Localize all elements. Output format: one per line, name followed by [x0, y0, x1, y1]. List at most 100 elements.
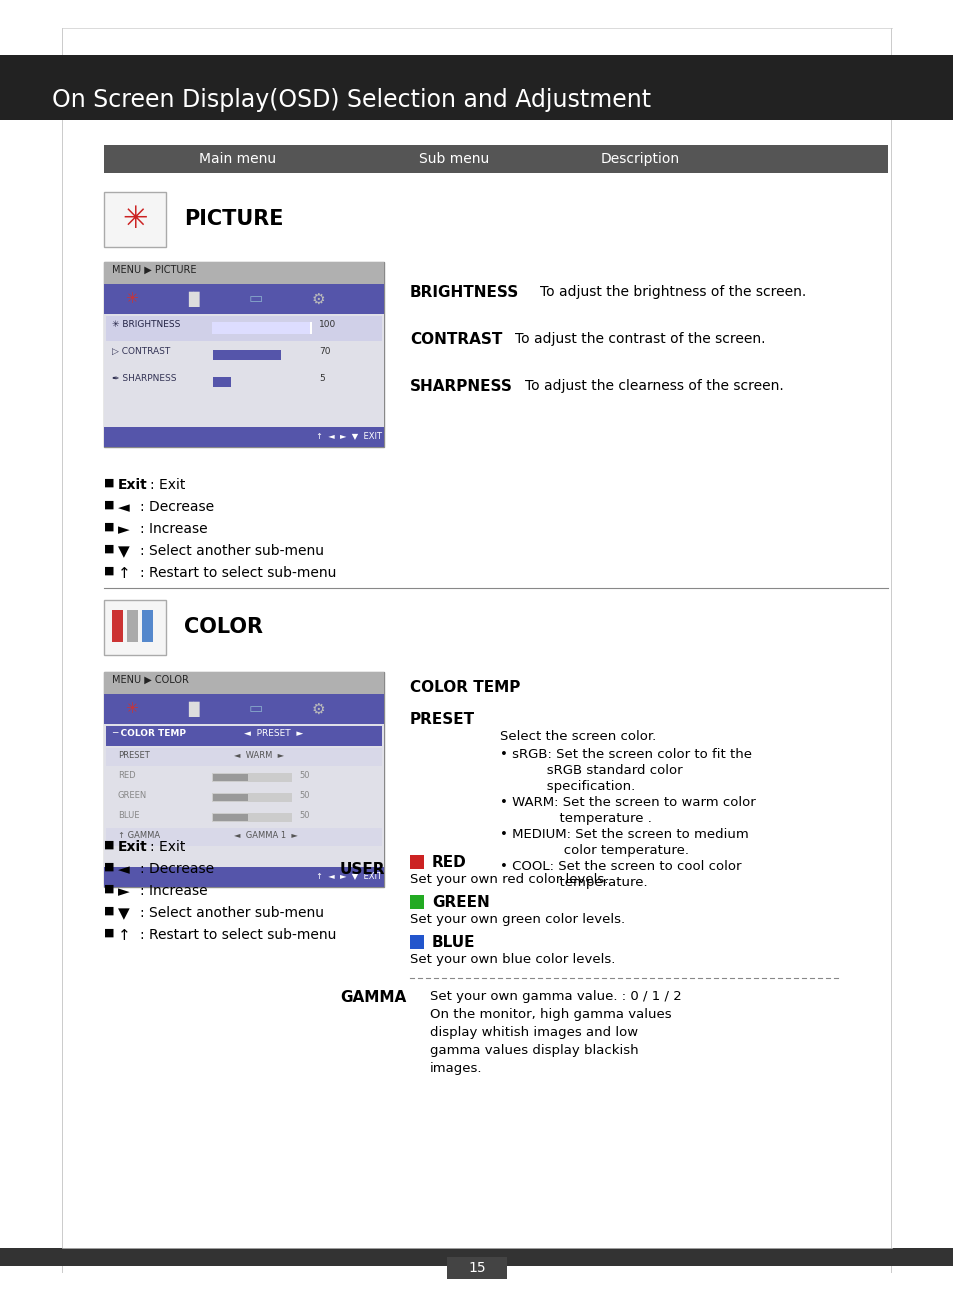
Text: ▼: ▼ — [118, 544, 130, 559]
Text: ↑ GAMMA: ↑ GAMMA — [118, 831, 160, 840]
Bar — [104, 262, 384, 448]
Bar — [213, 774, 248, 780]
Text: BLUE: BLUE — [118, 810, 139, 820]
Bar — [106, 769, 381, 786]
Bar — [213, 793, 248, 801]
Text: temperature .: temperature . — [499, 812, 651, 825]
Text: RED: RED — [118, 771, 135, 780]
Text: 5: 5 — [318, 375, 324, 382]
Bar — [410, 855, 423, 869]
Bar — [212, 376, 312, 388]
Text: MENU ▶ PICTURE: MENU ▶ PICTURE — [112, 265, 196, 275]
Text: ■: ■ — [104, 566, 114, 576]
Text: : Restart to select sub-menu: : Restart to select sub-menu — [140, 566, 336, 579]
Bar — [106, 788, 381, 806]
Text: : Increase: : Increase — [140, 522, 208, 536]
Text: GREEN: GREEN — [432, 895, 489, 910]
Text: GREEN: GREEN — [118, 791, 147, 800]
Text: Select the screen color.: Select the screen color. — [499, 729, 656, 743]
Bar — [104, 724, 384, 867]
Text: Main menu: Main menu — [199, 151, 276, 166]
Text: Exit: Exit — [118, 478, 148, 492]
Text: : Increase: : Increase — [140, 883, 208, 898]
Bar — [212, 322, 310, 334]
Bar — [104, 672, 384, 694]
Text: 100: 100 — [318, 320, 335, 329]
Text: • MEDIUM: Set the screen to medium: • MEDIUM: Set the screen to medium — [499, 827, 748, 840]
Text: color temperature.: color temperature. — [499, 844, 688, 857]
Bar — [104, 427, 384, 448]
Bar — [212, 773, 292, 782]
Text: COLOR: COLOR — [184, 617, 263, 637]
Text: To adjust the contrast of the screen.: To adjust the contrast of the screen. — [515, 331, 764, 346]
Text: gamma values display blackish: gamma values display blackish — [430, 1044, 638, 1057]
Text: display whitish images and low: display whitish images and low — [430, 1026, 638, 1039]
Bar — [62, 27, 63, 1272]
Text: PRESET: PRESET — [118, 750, 150, 760]
Text: ■: ■ — [104, 522, 114, 532]
Text: ■: ■ — [104, 544, 114, 555]
Bar — [447, 1257, 506, 1279]
Text: USER: USER — [339, 863, 385, 877]
Text: To adjust the clearness of the screen.: To adjust the clearness of the screen. — [524, 378, 783, 393]
Text: ◄  GAMMA 1  ►: ◄ GAMMA 1 ► — [233, 831, 297, 840]
Text: Sub menu: Sub menu — [418, 151, 489, 166]
Text: ►: ► — [118, 522, 130, 536]
Text: ↑  ◄  ►  ▼  EXIT: ↑ ◄ ► ▼ EXIT — [315, 870, 381, 880]
Bar — [410, 934, 423, 949]
Text: 15: 15 — [468, 1261, 485, 1275]
Bar — [212, 813, 292, 822]
Text: Set your own green color levels.: Set your own green color levels. — [410, 913, 624, 927]
Text: Set your own red color levels.: Set your own red color levels. — [410, 873, 608, 886]
Bar — [0, 55, 953, 120]
Text: Set your own gamma value. : 0 / 1 / 2: Set your own gamma value. : 0 / 1 / 2 — [430, 990, 681, 1004]
Text: ■: ■ — [104, 906, 114, 916]
Text: ■: ■ — [104, 863, 114, 872]
Text: ✒ SHARPNESS: ✒ SHARPNESS — [112, 375, 176, 382]
Bar — [213, 377, 231, 388]
Bar — [106, 808, 381, 826]
Text: Set your own blue color levels.: Set your own blue color levels. — [410, 953, 615, 966]
Text: BRIGHTNESS: BRIGHTNESS — [410, 284, 518, 300]
Text: sRGB standard color: sRGB standard color — [499, 763, 682, 776]
Bar — [213, 814, 248, 821]
Text: ◄  PRESET  ►: ◄ PRESET ► — [244, 729, 303, 739]
Bar — [112, 609, 123, 642]
Bar — [104, 672, 384, 887]
Text: To adjust the brightness of the screen.: To adjust the brightness of the screen. — [539, 284, 805, 299]
Bar — [106, 827, 381, 846]
Text: : Decrease: : Decrease — [140, 500, 213, 514]
Text: ✳: ✳ — [122, 205, 148, 234]
Text: images.: images. — [430, 1062, 482, 1075]
Text: ■: ■ — [104, 478, 114, 488]
Text: COLOR TEMP: COLOR TEMP — [410, 680, 519, 696]
Bar — [106, 316, 381, 341]
Bar — [0, 1248, 953, 1266]
Bar — [104, 694, 384, 724]
Text: 70: 70 — [318, 347, 330, 356]
Text: ►: ► — [118, 883, 130, 899]
Bar — [104, 600, 166, 655]
Bar — [890, 27, 891, 1272]
Text: 50: 50 — [298, 791, 309, 800]
Bar — [104, 192, 166, 247]
Text: ■: ■ — [104, 928, 114, 938]
Text: • WARM: Set the screen to warm color: • WARM: Set the screen to warm color — [499, 796, 755, 809]
Bar — [106, 371, 381, 395]
Text: ◄: ◄ — [118, 863, 130, 877]
Text: ■: ■ — [104, 500, 114, 510]
Bar — [104, 867, 384, 887]
Text: ▭: ▭ — [249, 702, 263, 716]
Text: ↑  ◄  ►  ▼  EXIT: ↑ ◄ ► ▼ EXIT — [315, 431, 381, 440]
Text: : Decrease: : Decrease — [140, 863, 213, 876]
Text: ✳: ✳ — [126, 702, 138, 716]
Text: ⚙: ⚙ — [311, 702, 324, 716]
Text: CONTRAST: CONTRAST — [410, 331, 502, 347]
Text: : Restart to select sub-menu: : Restart to select sub-menu — [140, 928, 336, 942]
Text: ■: ■ — [104, 840, 114, 850]
Text: ▭: ▭ — [249, 291, 263, 307]
Text: ⚙: ⚙ — [311, 291, 324, 307]
Text: MENU ▶ COLOR: MENU ▶ COLOR — [112, 675, 189, 685]
Text: ◄  WARM  ►: ◄ WARM ► — [233, 750, 284, 760]
Bar — [104, 262, 384, 284]
